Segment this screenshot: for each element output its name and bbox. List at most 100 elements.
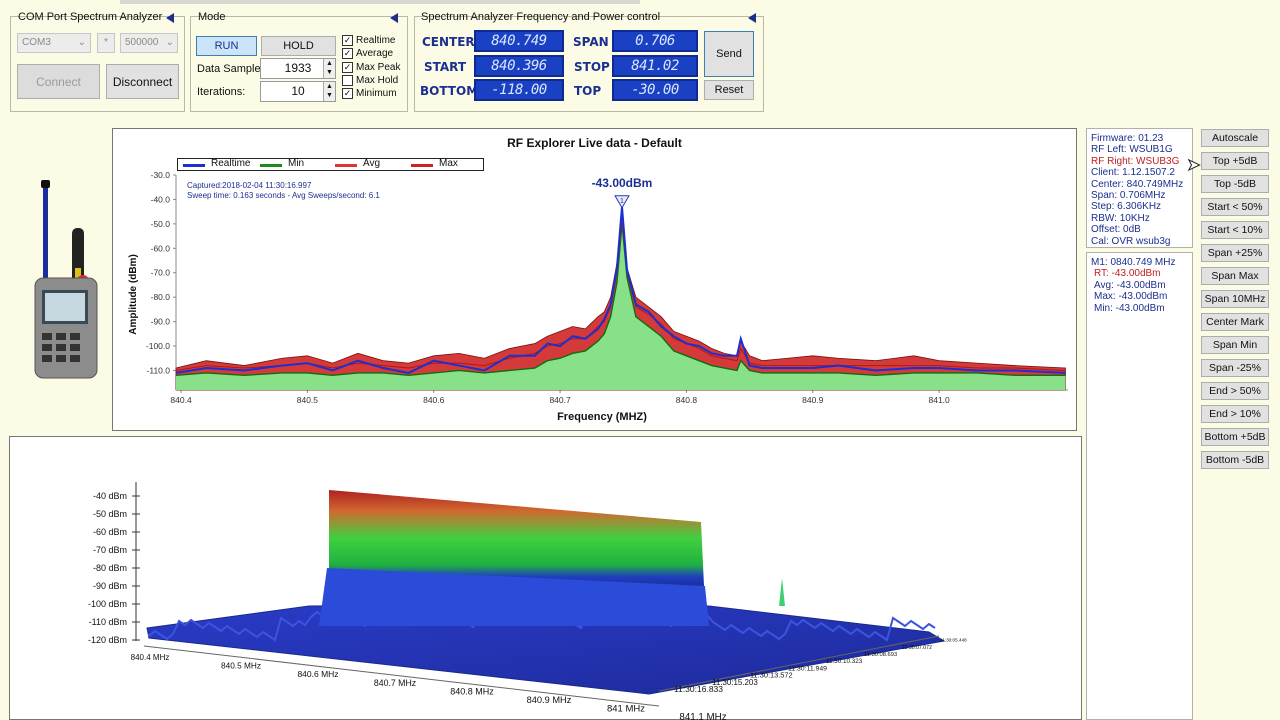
side-button-top-5db[interactable]: Top -5dB [1201, 175, 1269, 193]
wf-x-tick-label: 840.4 MHz [131, 653, 170, 662]
checkbox-box[interactable]: ✓ [342, 88, 353, 100]
mouse-cursor-icon: ➤ [1186, 157, 1201, 175]
side-button-start-10-[interactable]: Start < 10% [1201, 221, 1269, 239]
checkbox-average[interactable]: ✓ Average [342, 48, 393, 60]
legend-swatch-max [411, 164, 433, 167]
side-button-end-10-[interactable]: End > 10% [1201, 405, 1269, 423]
x-tick-label: 840.9 [802, 395, 824, 405]
wf-y-tick-label: -80 dBm [93, 563, 127, 573]
stop-value-display[interactable]: 841.02 [612, 55, 698, 77]
series-min-area [176, 223, 1066, 390]
checkbox-box[interactable]: ✓ [342, 35, 353, 46]
send-button[interactable]: Send [704, 31, 754, 77]
start-label: START [424, 60, 467, 74]
com-port-value: COM3 [22, 37, 51, 48]
device-info-panel: Firmware: 01.23 RF Left: WSUB1G RF Right… [1086, 128, 1193, 248]
wf-z-tick-label: 11:30:08.693 [864, 652, 897, 658]
disconnect-button[interactable]: Disconnect [106, 64, 179, 99]
bottom-value-display[interactable]: -118.00 [474, 79, 564, 101]
side-button-top-5db[interactable]: Top +5dB [1201, 152, 1269, 170]
center-value-display[interactable]: 840.749 [474, 30, 564, 52]
waterfall-wall-base [319, 568, 709, 626]
wf-x-tick-label: 840.7 MHz [374, 678, 416, 688]
rf-explorer-device-image [34, 180, 98, 379]
side-button-bottom-5db[interactable]: Bottom +5dB [1201, 428, 1269, 446]
captured-text: Captured:2018-02-04 11:30:16.997 [187, 181, 312, 190]
checkbox-realtime[interactable]: ✓ Realtime [342, 35, 395, 46]
run-button[interactable]: RUN [196, 36, 257, 56]
com-group-title: COM Port Spectrum Analyzer [18, 11, 163, 23]
wf-x-tick-label: 841 MHz [607, 704, 645, 715]
side-button-span-25-[interactable]: Span -25% [1201, 359, 1269, 377]
live-plot-area[interactable]: -30.0 -40.0 -50.0 -60.0 -70.0 -80.0 -90.0 -100.… [112, 128, 1077, 431]
y-tick-label: -30.0 [151, 170, 171, 180]
data-sample-value: 1933 [284, 61, 312, 75]
waterfall-side-peak [779, 578, 785, 606]
com-port-select[interactable]: COM3 ⌄ [17, 33, 91, 53]
chart-legend: Realtime Min Avg Max [177, 158, 484, 171]
legend-label-max: Max [439, 158, 458, 169]
side-button-autoscale[interactable]: Autoscale [1201, 129, 1269, 147]
baud-rate-select[interactable]: 500000 ⌄ [120, 33, 178, 53]
spin-arrows-icon[interactable]: ▲ ▼ [323, 59, 335, 78]
iterations-spinner[interactable]: 10 ▲ ▼ [260, 81, 336, 102]
side-button-start-50-[interactable]: Start < 50% [1201, 198, 1269, 216]
top-value-display[interactable]: -30.00 [612, 79, 698, 101]
wf-z-tick-label: 11:30:16.833 [674, 684, 723, 694]
checkbox-box[interactable]: ✓ [342, 61, 353, 73]
star-text: * [104, 37, 108, 48]
wf-y-tick-label: -100 dBm [88, 599, 127, 609]
checkbox-box[interactable] [342, 74, 353, 86]
collapse-icon[interactable] [390, 13, 398, 23]
stop-label: STOP [574, 60, 610, 74]
side-button-span-25-[interactable]: Span +25% [1201, 244, 1269, 262]
bottom-label: BOTTOM [420, 84, 479, 98]
wf-z-tick-label: 11:30:15.203 [712, 678, 758, 687]
x-tick-label: 840.6 [423, 395, 445, 405]
collapse-icon[interactable] [748, 13, 756, 23]
side-button-center-mark[interactable]: Center Mark [1201, 313, 1269, 331]
x-tick-label: 840.7 [549, 395, 571, 405]
side-button-span-max[interactable]: Span Max [1201, 267, 1269, 285]
legend-swatch-avg [335, 164, 357, 167]
wf-z-tick-label: 11:30:11.949 [788, 665, 827, 672]
checkbox-label: Max Peak [356, 61, 401, 73]
waterfall-plot-area[interactable]: -40 dBm -50 dBm -60 dBm -70 dBm -80 dBm -90 d… [9, 436, 1082, 720]
client-text: Client: 1.12.1507.2 [1091, 167, 1175, 179]
rf-left-text: RF Left: WSUB1G [1091, 144, 1173, 156]
hold-button[interactable]: HOLD [261, 36, 336, 56]
checkbox-minimum[interactable]: ✓ Minimum [342, 88, 397, 100]
marker-freq-text: M1: 0840.749 MHz [1091, 257, 1176, 268]
wf-x-tick-label: 840.9 MHz [527, 695, 572, 705]
y-tick-label: -110.0 [147, 365, 171, 375]
data-sample-spinner[interactable]: 1933 ▲ ▼ [260, 58, 336, 79]
marker-value-label: -43.00dBm [592, 176, 653, 190]
side-button-span-min[interactable]: Span Min [1201, 336, 1269, 354]
tab-strip [120, 0, 640, 4]
y-tick-label: -100.0 [146, 341, 170, 351]
y-tick-label: -70.0 [151, 268, 171, 278]
span-label: SPAN [573, 35, 609, 49]
collapse-icon[interactable] [166, 13, 174, 23]
data-sample-label: Data Sample: [197, 63, 264, 75]
wf-x-tick-label: 840.5 MHz [221, 662, 261, 671]
span-value-display[interactable]: 0.706 [612, 30, 698, 52]
y-axis-label: Amplitude (dBm) [128, 254, 139, 335]
connect-button[interactable]: Connect [17, 64, 100, 99]
side-button-bottom-5db[interactable]: Bottom -5dB [1201, 451, 1269, 469]
wf-x-tick-label: 840.6 MHz [297, 669, 338, 679]
marker-triangle-icon[interactable] [614, 195, 630, 209]
checkbox-box[interactable]: ✓ [342, 48, 353, 60]
start-value-display[interactable]: 840.396 [474, 55, 564, 77]
checkbox-max-hold[interactable]: Max Hold [342, 74, 398, 86]
side-button-span-10mhz[interactable]: Span 10MHz [1201, 290, 1269, 308]
baud-rate-value: 500000 [125, 37, 159, 48]
checkbox-max-peak[interactable]: ✓ Max Peak [342, 61, 401, 73]
side-button-end-50-[interactable]: End > 50% [1201, 382, 1269, 400]
frequency-group-title: Spectrum Analyzer Frequency and Power co… [421, 11, 661, 23]
spin-arrows-icon[interactable]: ▲ ▼ [323, 82, 335, 101]
wf-z-tick-label: 11:30:07.072 [902, 645, 932, 651]
reset-button[interactable]: Reset [704, 80, 754, 100]
star-indicator: * [97, 33, 115, 53]
marker-max-text: Max: -43.00dBm [1094, 291, 1168, 303]
